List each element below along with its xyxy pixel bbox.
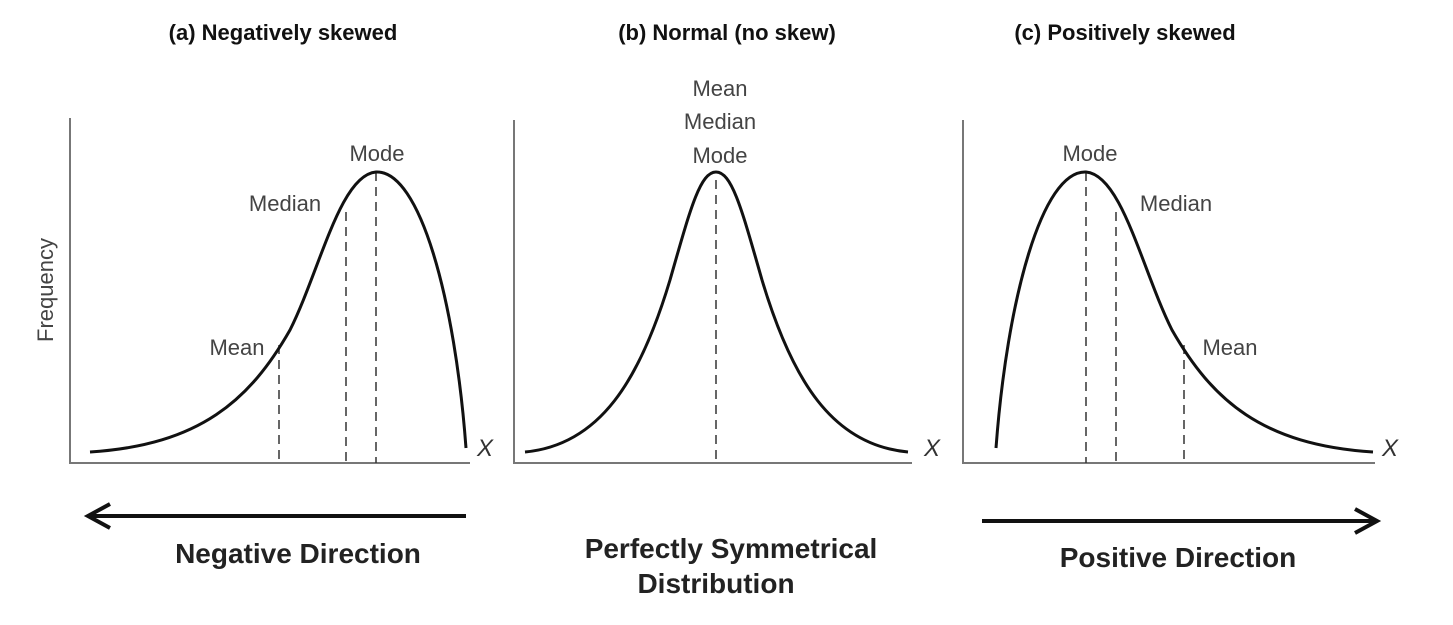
marker-label: Mode [1062, 141, 1117, 166]
x-label: X [1381, 435, 1399, 462]
marker-label: Mean [209, 335, 264, 360]
marker-label: Mean [692, 76, 747, 101]
caption: Perfectly Symmetrical [585, 533, 878, 564]
marker-label: Mode [692, 143, 747, 168]
panel-title: (a) Negatively skewed [169, 20, 398, 45]
left-arrow [83, 502, 466, 530]
curve [89, 170, 468, 454]
caption: Positive Direction [1060, 542, 1297, 573]
marker-label: Mean [1202, 335, 1257, 360]
curve [524, 170, 909, 454]
y-axis-label: Frequency [33, 238, 58, 342]
marker-label: Mode [349, 141, 404, 166]
marker-label: Median [1140, 191, 1212, 216]
axis [513, 120, 912, 464]
x-label: X [923, 435, 941, 462]
axis [962, 120, 1375, 464]
curve [994, 170, 1374, 454]
panel-title: (b) Normal (no skew) [618, 20, 836, 45]
marker-label: Median [249, 191, 321, 216]
panel-title: (c) Positively skewed [1014, 20, 1235, 45]
caption: Negative Direction [175, 538, 421, 569]
axis [69, 118, 470, 464]
marker-label: Median [684, 109, 756, 134]
caption: Distribution [637, 568, 794, 599]
right-arrow [982, 507, 1382, 535]
x-label: X [476, 435, 494, 462]
